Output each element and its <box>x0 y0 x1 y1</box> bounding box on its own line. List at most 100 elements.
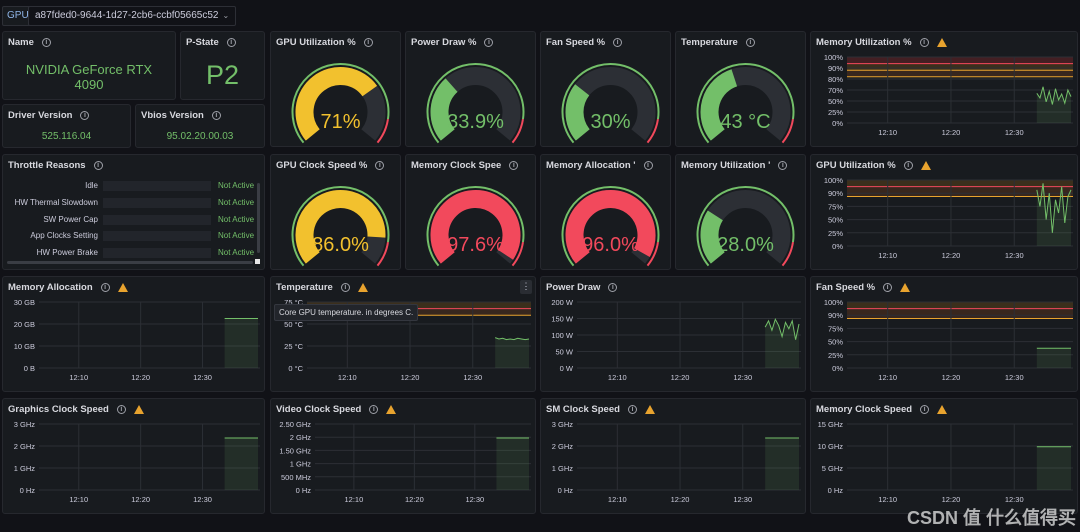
panel-title: GPU Clock Speed % <box>276 160 368 171</box>
info-icon[interactable]: i <box>375 160 385 170</box>
warning-icon[interactable] <box>937 404 948 414</box>
warning-icon[interactable] <box>936 37 947 47</box>
throttle-row: Idle Not Active <box>3 180 263 192</box>
timeseries-chart: 3 GHz 2 GHz 1 GHz 0 Hz 12:10 12:20 12:30 <box>552 420 801 504</box>
info-icon[interactable]: i <box>211 110 221 120</box>
info-icon[interactable]: i <box>369 404 379 414</box>
gauge-panel[interactable]: Temperature i 43 °C <box>675 31 806 147</box>
y-tick-label: 10 GHz <box>818 442 844 451</box>
info-icon[interactable]: i <box>363 37 373 47</box>
panel-pstate[interactable]: P-State i P2 <box>180 31 265 100</box>
timeseries-chart: 100% 90% 75% 50% 25% 0% 12:10 12:20 12:30 <box>824 298 1073 382</box>
x-tick-label: 12:30 <box>193 373 212 382</box>
x-tick-label: 12:10 <box>878 373 897 382</box>
series-area <box>765 319 799 368</box>
horizontal-scrollbar[interactable] <box>7 261 253 264</box>
warning-icon[interactable] <box>644 404 655 414</box>
timeseries-panel[interactable]: Fan Speed % i 100% 90% 75% 50% 25% 0% 12:10 12:20… <box>810 276 1078 392</box>
gauge-value: 71% <box>320 111 360 133</box>
y-tick-label: 30 GB <box>14 298 35 307</box>
timeseries-panel[interactable]: Temperature i ⋮ 75 °C 50 °C 25 °C 0 °C 12:10 12:… <box>270 276 536 392</box>
warning-icon[interactable] <box>133 404 144 414</box>
warning-icon[interactable] <box>357 282 368 292</box>
timeseries-panel[interactable]: Memory Allocation i 30 GB 20 GB 10 GB 0 B 12:1… <box>2 276 265 392</box>
x-tick-label: 12:10 <box>608 373 627 382</box>
info-icon[interactable]: i <box>883 282 893 292</box>
y-tick-label: 50% <box>828 97 843 106</box>
timeseries-panel[interactable]: Graphics Clock Speed i 3 GHz 2 GHz 1 GHz 0 Hz… <box>2 398 265 514</box>
vertical-scrollbar[interactable] <box>257 183 260 253</box>
panel-driver-version[interactable]: Driver Version i 525.116.04 <box>2 104 131 148</box>
y-tick-label: 200 W <box>551 298 574 307</box>
gauge-panel[interactable]: Memory Utilization ' i 28.0% <box>675 154 806 270</box>
info-icon[interactable]: i <box>778 160 788 170</box>
info-icon[interactable]: i <box>643 160 653 170</box>
timeseries-panel[interactable]: Memory Clock Speed i 15 GHz 10 GHz 5 GHz 0 Hz… <box>810 398 1078 514</box>
info-icon[interactable]: i <box>608 282 618 292</box>
threshold-band-critical <box>646 241 659 267</box>
timeseries-panel[interactable]: GPU Utilization % i 100% 90% 75% 50% 25% 0% 12:1… <box>810 154 1078 270</box>
panel-title-row: Power Draw i <box>546 282 618 293</box>
warning-icon[interactable] <box>920 160 931 170</box>
timeseries-panel[interactable]: Video Clock Speed i 2.50 GHz 2 GHz 1.50 GHz 1… <box>270 398 536 514</box>
timeseries-panel[interactable]: Memory Utilization % i 100% 90% 80% 70% 50% 25%… <box>810 31 1078 147</box>
gauge-panel[interactable]: Memory Clock Spee i 97.6% <box>405 154 536 270</box>
x-tick-label: 12:10 <box>338 373 357 382</box>
info-icon[interactable]: i <box>226 37 236 47</box>
gauge-panel[interactable]: Power Draw % i 33.9% <box>405 31 536 147</box>
panel-menu-icon[interactable]: ⋮ <box>520 280 532 294</box>
y-tick-label: 500 MHz <box>281 473 311 482</box>
panel-vbios-version[interactable]: Vbios Version i 95.02.20.00.03 <box>135 104 265 148</box>
y-tick-label: 150 W <box>551 315 574 324</box>
gauge-panel[interactable]: Fan Speed % i 30% <box>540 31 671 147</box>
warning-icon[interactable] <box>900 282 911 292</box>
timeseries-panel[interactable]: Power Draw i 200 W 150 W 100 W 50 W 0 W 12:10 12… <box>540 276 806 392</box>
panel-title: Memory Utilization ' <box>681 160 771 171</box>
threshold-band-critical <box>781 241 794 267</box>
info-icon[interactable]: i <box>509 160 519 170</box>
info-icon[interactable]: i <box>919 37 929 47</box>
info-icon[interactable]: i <box>484 37 494 47</box>
timeseries-panel[interactable]: SM Clock Speed i 3 GHz 2 GHz 1 GHz 0 Hz 12:10 1… <box>540 398 806 514</box>
threshold-band-ok <box>696 186 795 267</box>
panel-title-row: Fan Speed % i <box>816 282 911 293</box>
info-icon[interactable]: i <box>80 110 90 120</box>
resize-handle[interactable] <box>255 259 260 264</box>
x-tick-label: 12:20 <box>942 128 961 137</box>
gauge-chart: 71% <box>291 63 390 144</box>
gpu-name-value: NVIDIA GeForce RTX 4090 <box>3 62 175 92</box>
y-tick-label: 3 GHz <box>14 420 36 429</box>
gauge-panel[interactable]: GPU Utilization % i 71% <box>270 31 401 147</box>
variable-bar: GPU a87fded0-9644-1d27-2cb6-ccbf05665c52… <box>0 0 1080 30</box>
info-icon[interactable]: i <box>340 282 350 292</box>
gpu-variable-select[interactable]: a87fded0-9644-1d27-2cb6-ccbf05665c52 ⌄ <box>28 6 237 26</box>
info-icon[interactable]: i <box>93 160 103 170</box>
gauge-chart: 86.0% <box>291 186 390 267</box>
timeseries-chart: 200 W 150 W 100 W 50 W 0 W 12:10 12:20 12:30 <box>551 298 801 382</box>
y-tick-label: 2 GHz <box>552 442 574 451</box>
info-icon[interactable]: i <box>100 282 110 292</box>
info-icon[interactable]: i <box>41 37 51 47</box>
panel-title-row: Fan Speed % i <box>546 37 623 48</box>
info-icon[interactable]: i <box>613 37 623 47</box>
info-icon[interactable]: i <box>627 404 637 414</box>
info-icon[interactable]: i <box>920 404 930 414</box>
warning-icon[interactable] <box>117 282 128 292</box>
series-area <box>1036 86 1071 123</box>
gauge-value: 28.0% <box>717 234 774 256</box>
threshold-region <box>847 63 1073 71</box>
gauge-panel[interactable]: Memory Allocation ' i 96.0% <box>540 154 671 270</box>
series-area <box>495 337 529 368</box>
info-icon[interactable]: i <box>745 37 755 47</box>
info-icon[interactable]: i <box>903 160 913 170</box>
panel-name[interactable]: Name i NVIDIA GeForce RTX 4090 <box>2 31 176 100</box>
warning-icon[interactable] <box>386 404 397 414</box>
x-tick-label: 12:20 <box>942 495 961 504</box>
gauge-value: 43 °C <box>720 111 770 133</box>
panel-throttle-reasons[interactable]: Throttle Reasons i Idle Not Active HW Therm… <box>2 154 265 270</box>
threshold-band-critical <box>646 118 659 144</box>
x-tick-label: 12:10 <box>69 373 88 382</box>
gauge-panel[interactable]: GPU Clock Speed % i 86.0% <box>270 154 401 270</box>
info-icon[interactable]: i <box>116 404 126 414</box>
x-tick-label: 12:20 <box>942 251 961 260</box>
